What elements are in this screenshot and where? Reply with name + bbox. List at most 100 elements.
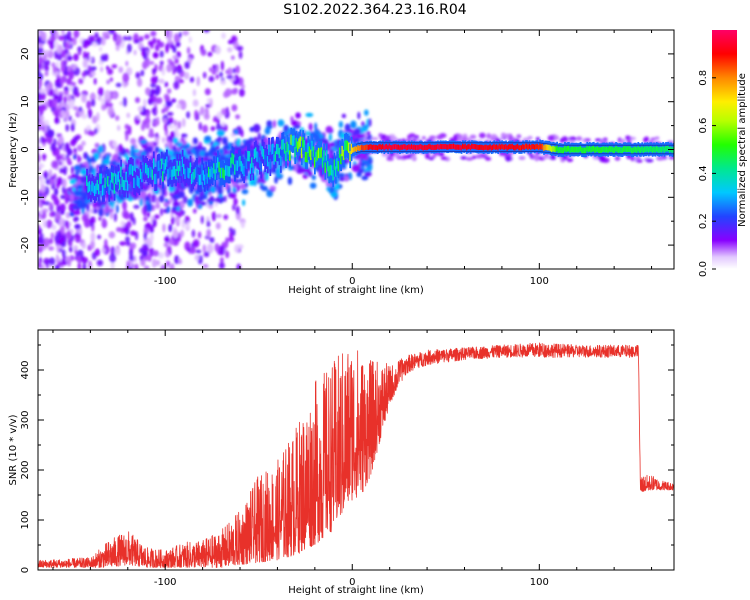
spectrogram-speckle (83, 51, 87, 60)
spectrogram-speckle (48, 169, 53, 177)
track-cell (261, 146, 264, 157)
track-cell (91, 181, 93, 192)
track-cell (354, 146, 357, 152)
spectrogram-speckle (465, 156, 474, 161)
track-cell (417, 145, 420, 151)
spectrogram-speckle (309, 182, 317, 189)
spectrogram-speckle (365, 160, 369, 169)
spectrogram-speckle (146, 112, 150, 119)
spectrogram-speckle (161, 136, 166, 144)
spectrogram-speckle (635, 159, 643, 163)
spectrogram-speckle (129, 187, 133, 193)
spectrogram-speckle (63, 95, 67, 105)
spectrogram-speckle (214, 201, 218, 207)
spectrogram-speckle (143, 231, 147, 241)
track-cell (603, 146, 605, 153)
spectrogram-speckle (49, 202, 53, 210)
y-tick-label: 20 (20, 48, 31, 61)
spectrogram-speckle (90, 239, 95, 250)
spectrogram-speckle (81, 256, 89, 264)
track-cell (93, 185, 96, 197)
spectrogram-speckle (154, 146, 160, 154)
spectrogram-speckle (125, 241, 131, 247)
spectrogram-speckle (479, 153, 486, 158)
spectrogram-speckle (54, 187, 59, 196)
spectrogram-speckle (152, 218, 157, 228)
spectrogram-speckle (141, 51, 145, 57)
track-cell (281, 139, 283, 151)
spectrogram-speckle (216, 118, 220, 126)
spectrogram-speckle (49, 39, 54, 49)
spectrogram-speckle (165, 100, 170, 107)
spectrogram-speckle (198, 122, 202, 131)
track-cell (583, 147, 586, 154)
track-cell (550, 146, 553, 153)
track-cell (448, 143, 451, 149)
spectrogram-speckle (69, 240, 73, 247)
spectrogram-speckle (133, 39, 140, 44)
track-cell (408, 144, 410, 150)
track-cell (629, 146, 632, 153)
track-cell (349, 151, 351, 162)
spectrogram-speckle (48, 246, 55, 251)
spectrogram-speckle (57, 240, 63, 246)
spectrogram-speckle (44, 71, 49, 77)
track-cell (130, 164, 133, 175)
spectrogram-speckle (186, 221, 190, 230)
spectrogram-speckle (100, 54, 107, 62)
spectrogram-speckle (78, 78, 84, 85)
spectrogram-speckle (253, 136, 258, 142)
track-cell (482, 145, 485, 151)
track-cell (384, 144, 387, 150)
spectrogram-speckle (104, 238, 108, 249)
track-cell (640, 147, 642, 153)
spectrogram-speckle (63, 86, 69, 91)
track-cell (632, 147, 634, 154)
spectrogram-speckle (199, 191, 205, 197)
spectrogram-speckle (150, 97, 154, 104)
spectrogram-speckle (156, 97, 163, 104)
track-cell (282, 138, 285, 150)
spectrogram-speckle (80, 175, 87, 184)
spectrogram-speckle (146, 203, 153, 212)
spectrogram-speckle (187, 198, 194, 207)
track-cell (351, 147, 354, 153)
track-cell (473, 144, 476, 150)
spectrogram-speckle (38, 224, 41, 230)
track-cell (557, 147, 560, 154)
spectrogram-speckle (106, 68, 114, 75)
spectrogram-speckle (112, 140, 118, 148)
track-cell (236, 160, 239, 171)
spectrogram-speckle (137, 105, 144, 112)
spectrogram-speckle (215, 123, 222, 131)
track-cell (535, 143, 537, 150)
track-cell (183, 163, 185, 175)
track-cell (389, 144, 392, 151)
spectrogram-speckle (82, 262, 87, 269)
track-cell (527, 144, 530, 150)
spectrogram-speckle (99, 66, 104, 73)
spectrogram-speckle (550, 155, 557, 161)
track-cell (630, 147, 633, 154)
track-cell (180, 165, 183, 177)
spectrogram-speckle (393, 152, 401, 158)
spectrogram-speckle (115, 227, 123, 233)
spectrogram-speckle (360, 161, 366, 167)
track-cell (257, 152, 260, 163)
colorbar-tick-label: 0.4 (698, 165, 709, 181)
spectrogram-speckle (230, 55, 235, 60)
track-cell (506, 145, 509, 151)
spectrogram-speckle (162, 223, 166, 233)
spectrogram-speckle (274, 176, 278, 184)
spectrogram-speckle (169, 61, 175, 66)
track-cell (218, 161, 220, 173)
track-cell (197, 174, 200, 185)
spectrogram-speckle (155, 197, 160, 206)
spectrogram-speckle (101, 217, 106, 226)
track-edge (355, 142, 674, 146)
track-cell (518, 145, 520, 151)
spectrogram-speckle (95, 164, 100, 174)
track-cell (164, 159, 167, 170)
spectrogram-speckle (38, 137, 41, 144)
track-cell (391, 145, 393, 151)
